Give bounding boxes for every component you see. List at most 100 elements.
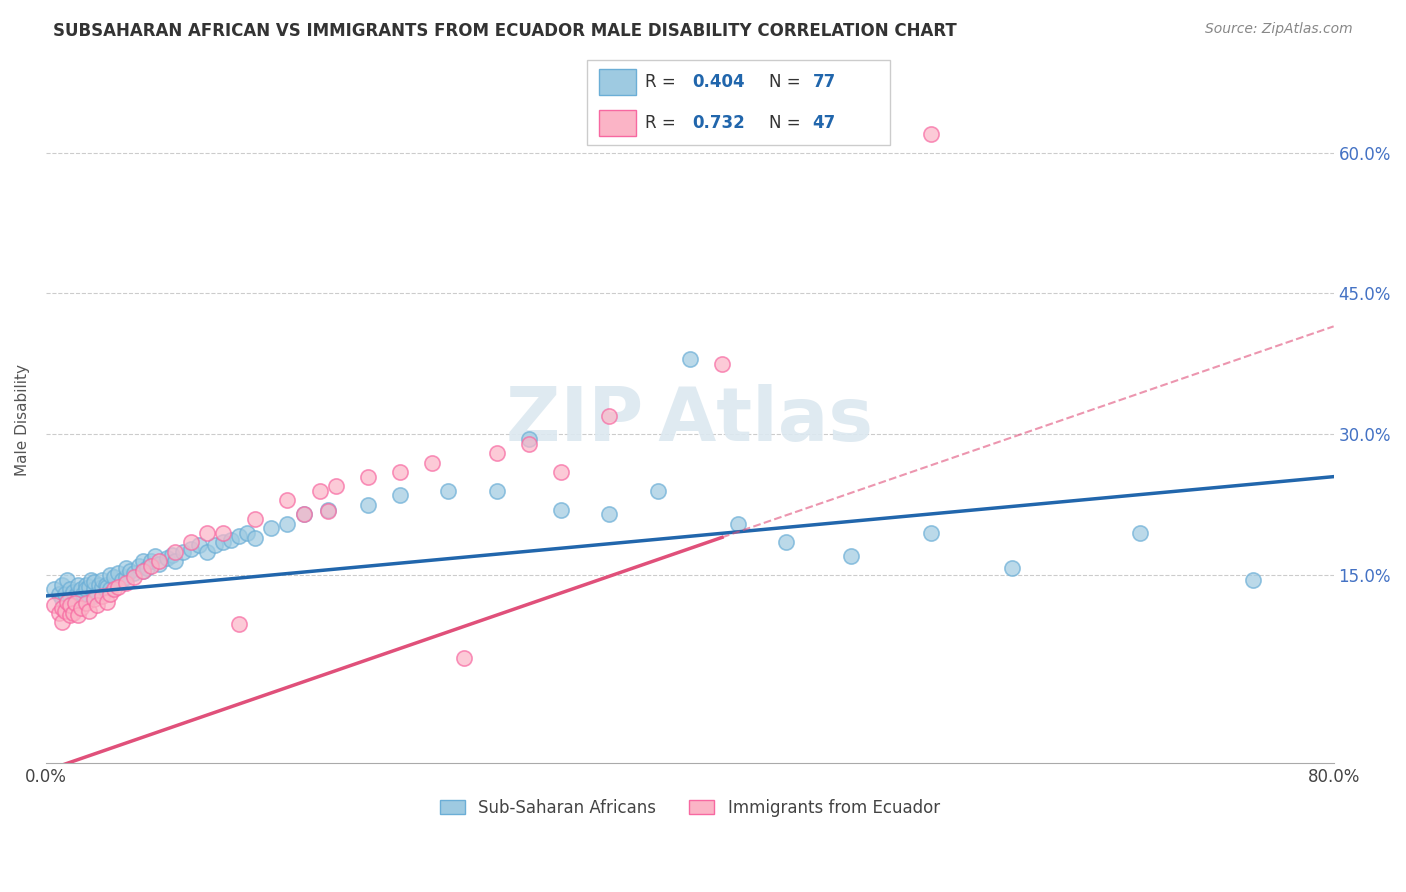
Point xyxy=(679,352,702,367)
FancyBboxPatch shape xyxy=(599,69,636,95)
Point xyxy=(79,604,101,618)
Point xyxy=(124,566,146,581)
Point xyxy=(98,582,121,597)
Point xyxy=(70,582,93,597)
Point xyxy=(128,558,150,573)
Point xyxy=(357,469,380,483)
Point xyxy=(195,526,218,541)
Point xyxy=(83,582,105,597)
Point xyxy=(325,479,347,493)
Point xyxy=(48,606,70,620)
Point xyxy=(56,573,79,587)
Point xyxy=(131,564,153,578)
Text: N =: N = xyxy=(769,114,806,132)
Point xyxy=(598,409,620,423)
Point xyxy=(139,558,162,573)
Text: 0.404: 0.404 xyxy=(692,73,744,91)
Text: 47: 47 xyxy=(813,114,835,132)
Point xyxy=(1001,560,1024,574)
Point xyxy=(180,541,202,556)
Point xyxy=(107,580,129,594)
Point xyxy=(98,568,121,582)
Point xyxy=(72,587,94,601)
Point xyxy=(550,502,572,516)
Point xyxy=(83,574,105,589)
Point xyxy=(115,575,138,590)
Point xyxy=(389,465,412,479)
Point xyxy=(56,594,79,608)
Point xyxy=(204,538,226,552)
Point xyxy=(91,573,114,587)
Point xyxy=(292,507,315,521)
Point xyxy=(236,526,259,541)
Y-axis label: Male Disability: Male Disability xyxy=(15,364,30,476)
Point xyxy=(96,594,118,608)
Point xyxy=(136,560,159,574)
Legend: Sub-Saharan Africans, Immigrants from Ecuador: Sub-Saharan Africans, Immigrants from Ec… xyxy=(433,792,946,823)
Point xyxy=(51,577,73,591)
Point xyxy=(98,587,121,601)
Point xyxy=(517,436,540,450)
Point xyxy=(118,564,141,578)
Point xyxy=(156,551,179,566)
Point xyxy=(163,545,186,559)
Point xyxy=(67,585,90,599)
Point xyxy=(437,483,460,498)
Point xyxy=(212,526,235,541)
Point xyxy=(172,545,194,559)
Point xyxy=(517,432,540,446)
Point xyxy=(83,591,105,606)
Point xyxy=(75,577,97,591)
Point xyxy=(51,591,73,606)
Point xyxy=(839,549,862,564)
Point xyxy=(86,599,108,613)
Point xyxy=(276,516,298,531)
Text: 0.732: 0.732 xyxy=(692,114,745,132)
Text: 77: 77 xyxy=(813,73,835,91)
Point xyxy=(598,507,620,521)
Point xyxy=(48,587,70,601)
Point xyxy=(316,504,339,518)
Point xyxy=(212,535,235,549)
Point xyxy=(75,582,97,597)
Point xyxy=(647,483,669,498)
Point xyxy=(920,526,942,541)
Point xyxy=(775,535,797,549)
Point xyxy=(160,548,183,562)
Point xyxy=(59,599,82,613)
Text: SUBSAHARAN AFRICAN VS IMMIGRANTS FROM ECUADOR MALE DISABILITY CORRELATION CHART: SUBSAHARAN AFRICAN VS IMMIGRANTS FROM EC… xyxy=(53,22,957,40)
Point xyxy=(485,483,508,498)
Point xyxy=(276,493,298,508)
Text: ZIP Atlas: ZIP Atlas xyxy=(506,384,873,457)
Point xyxy=(103,570,125,584)
Point xyxy=(53,587,76,601)
Point xyxy=(453,651,475,665)
Point xyxy=(308,483,330,498)
Point xyxy=(124,570,146,584)
Point xyxy=(727,516,749,531)
Point xyxy=(131,554,153,568)
Point xyxy=(245,531,267,545)
Point xyxy=(75,597,97,611)
Point xyxy=(42,599,65,613)
Point xyxy=(316,502,339,516)
Point xyxy=(228,617,250,632)
FancyBboxPatch shape xyxy=(599,110,636,136)
Point xyxy=(91,589,114,603)
Point xyxy=(63,597,86,611)
Point xyxy=(139,554,162,568)
Point xyxy=(87,577,110,591)
Point xyxy=(195,545,218,559)
Point xyxy=(51,615,73,630)
Point xyxy=(420,456,443,470)
Point xyxy=(91,580,114,594)
Point xyxy=(260,521,283,535)
Point xyxy=(131,564,153,578)
Point xyxy=(163,554,186,568)
Point xyxy=(180,535,202,549)
Point xyxy=(67,607,90,622)
Point xyxy=(389,488,412,502)
Point xyxy=(145,549,167,564)
Point xyxy=(292,507,315,521)
Point xyxy=(187,538,209,552)
